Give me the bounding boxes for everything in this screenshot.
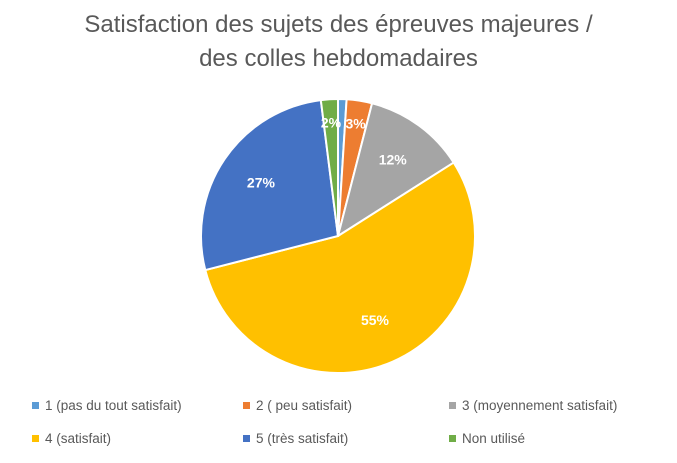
chart-title-line-1: Satisfaction des sujets des épreuves maj… [84, 11, 593, 38]
pie-slice-6 [319, 97, 339, 237]
pie-data-label-6: 2% [321, 115, 342, 131]
legend-item-2: 2 ( peu satisfait) [243, 398, 352, 413]
legend-item-6: Non utilisé [449, 431, 525, 446]
legend-item-4: 4 (satisfait) [32, 431, 111, 446]
pie-slice-5 [200, 98, 340, 272]
legend-item-1: 1 (pas du tout satisfait) [32, 398, 182, 413]
legend-swatch-2 [243, 402, 250, 409]
pie-data-label-2: 3% [345, 116, 366, 132]
pie-data-label-5: 27% [247, 174, 276, 190]
legend-swatch-5 [243, 435, 250, 442]
pie-slice-3 [336, 102, 456, 239]
legend-label-4: 4 (satisfait) [45, 431, 112, 446]
pie-data-label-3: 12% [379, 151, 408, 167]
legend-label-5: 5 (très satisfait) [256, 431, 349, 446]
legend-label-1: 1 (pas du tout satisfait) [45, 398, 182, 413]
legend-label-3: 3 (moyennement satisfait) [462, 398, 618, 413]
legend-swatch-1 [32, 402, 39, 409]
legend-swatch-3 [449, 402, 456, 409]
legend-swatch-6 [449, 435, 456, 442]
chart-title: Satisfaction des sujets des épreuves maj… [0, 8, 677, 76]
legend-swatch-4 [32, 435, 39, 442]
legend-label-6: Non utilisé [462, 431, 526, 446]
pie-data-label-4: 55% [361, 312, 390, 328]
legend-item-3: 3 (moyennement satisfait) [449, 398, 617, 413]
legend-item-5: 5 (très satisfait) [243, 431, 348, 446]
legend-label-2: 2 ( peu satisfait) [256, 398, 353, 413]
pie-slice-4 [204, 161, 476, 374]
chart-title-line-2: des colles hebdomadaires [199, 45, 478, 72]
